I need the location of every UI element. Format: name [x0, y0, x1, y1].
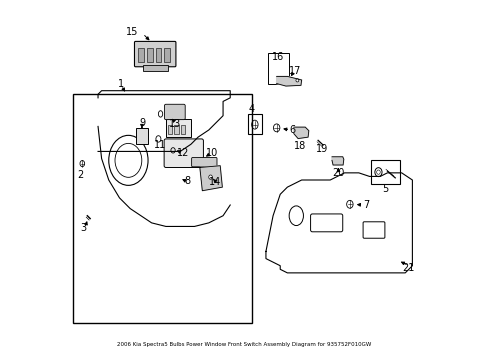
Bar	[267, 53, 288, 84]
Text: 8: 8	[184, 176, 190, 186]
Text: 15: 15	[125, 27, 138, 37]
Text: 6: 6	[289, 125, 295, 135]
FancyBboxPatch shape	[134, 41, 176, 67]
Text: 5: 5	[382, 184, 388, 194]
Text: 14: 14	[209, 177, 221, 187]
Text: 20: 20	[331, 168, 344, 178]
Bar	[370, 160, 399, 184]
Text: 13: 13	[169, 118, 181, 129]
Text: 1: 1	[118, 78, 124, 89]
Text: 2: 2	[77, 170, 83, 180]
FancyBboxPatch shape	[164, 104, 185, 120]
Bar	[142, 64, 167, 71]
Text: 11: 11	[154, 140, 166, 150]
Text: 21: 21	[402, 262, 414, 273]
Bar	[147, 48, 152, 62]
Bar	[73, 94, 251, 323]
FancyBboxPatch shape	[164, 139, 203, 167]
Polygon shape	[200, 166, 222, 191]
Bar	[180, 125, 185, 134]
Polygon shape	[331, 157, 343, 165]
Ellipse shape	[295, 79, 298, 82]
Bar	[155, 48, 161, 62]
Ellipse shape	[208, 175, 212, 179]
Text: 4: 4	[248, 104, 254, 113]
Text: 7: 7	[362, 200, 368, 210]
Bar	[174, 125, 179, 134]
Polygon shape	[276, 76, 301, 86]
Text: 10: 10	[205, 148, 217, 158]
Text: 2006 Kia Spectra5 Bulbs Power Window Front Switch Assembly Diagram for 935752F01: 2006 Kia Spectra5 Bulbs Power Window Fro…	[117, 342, 371, 347]
Bar	[165, 119, 190, 137]
FancyBboxPatch shape	[191, 157, 217, 167]
Text: 12: 12	[176, 148, 188, 158]
Polygon shape	[293, 127, 308, 139]
Text: 9: 9	[139, 118, 145, 128]
Bar	[135, 128, 148, 144]
Text: 17: 17	[288, 66, 301, 76]
Text: 3: 3	[81, 223, 87, 233]
Text: 18: 18	[293, 141, 305, 152]
Text: 19: 19	[315, 144, 327, 154]
Bar	[247, 114, 261, 134]
Bar	[167, 125, 172, 134]
Bar	[164, 48, 169, 62]
Bar	[138, 48, 144, 62]
Text: 16: 16	[272, 52, 284, 62]
